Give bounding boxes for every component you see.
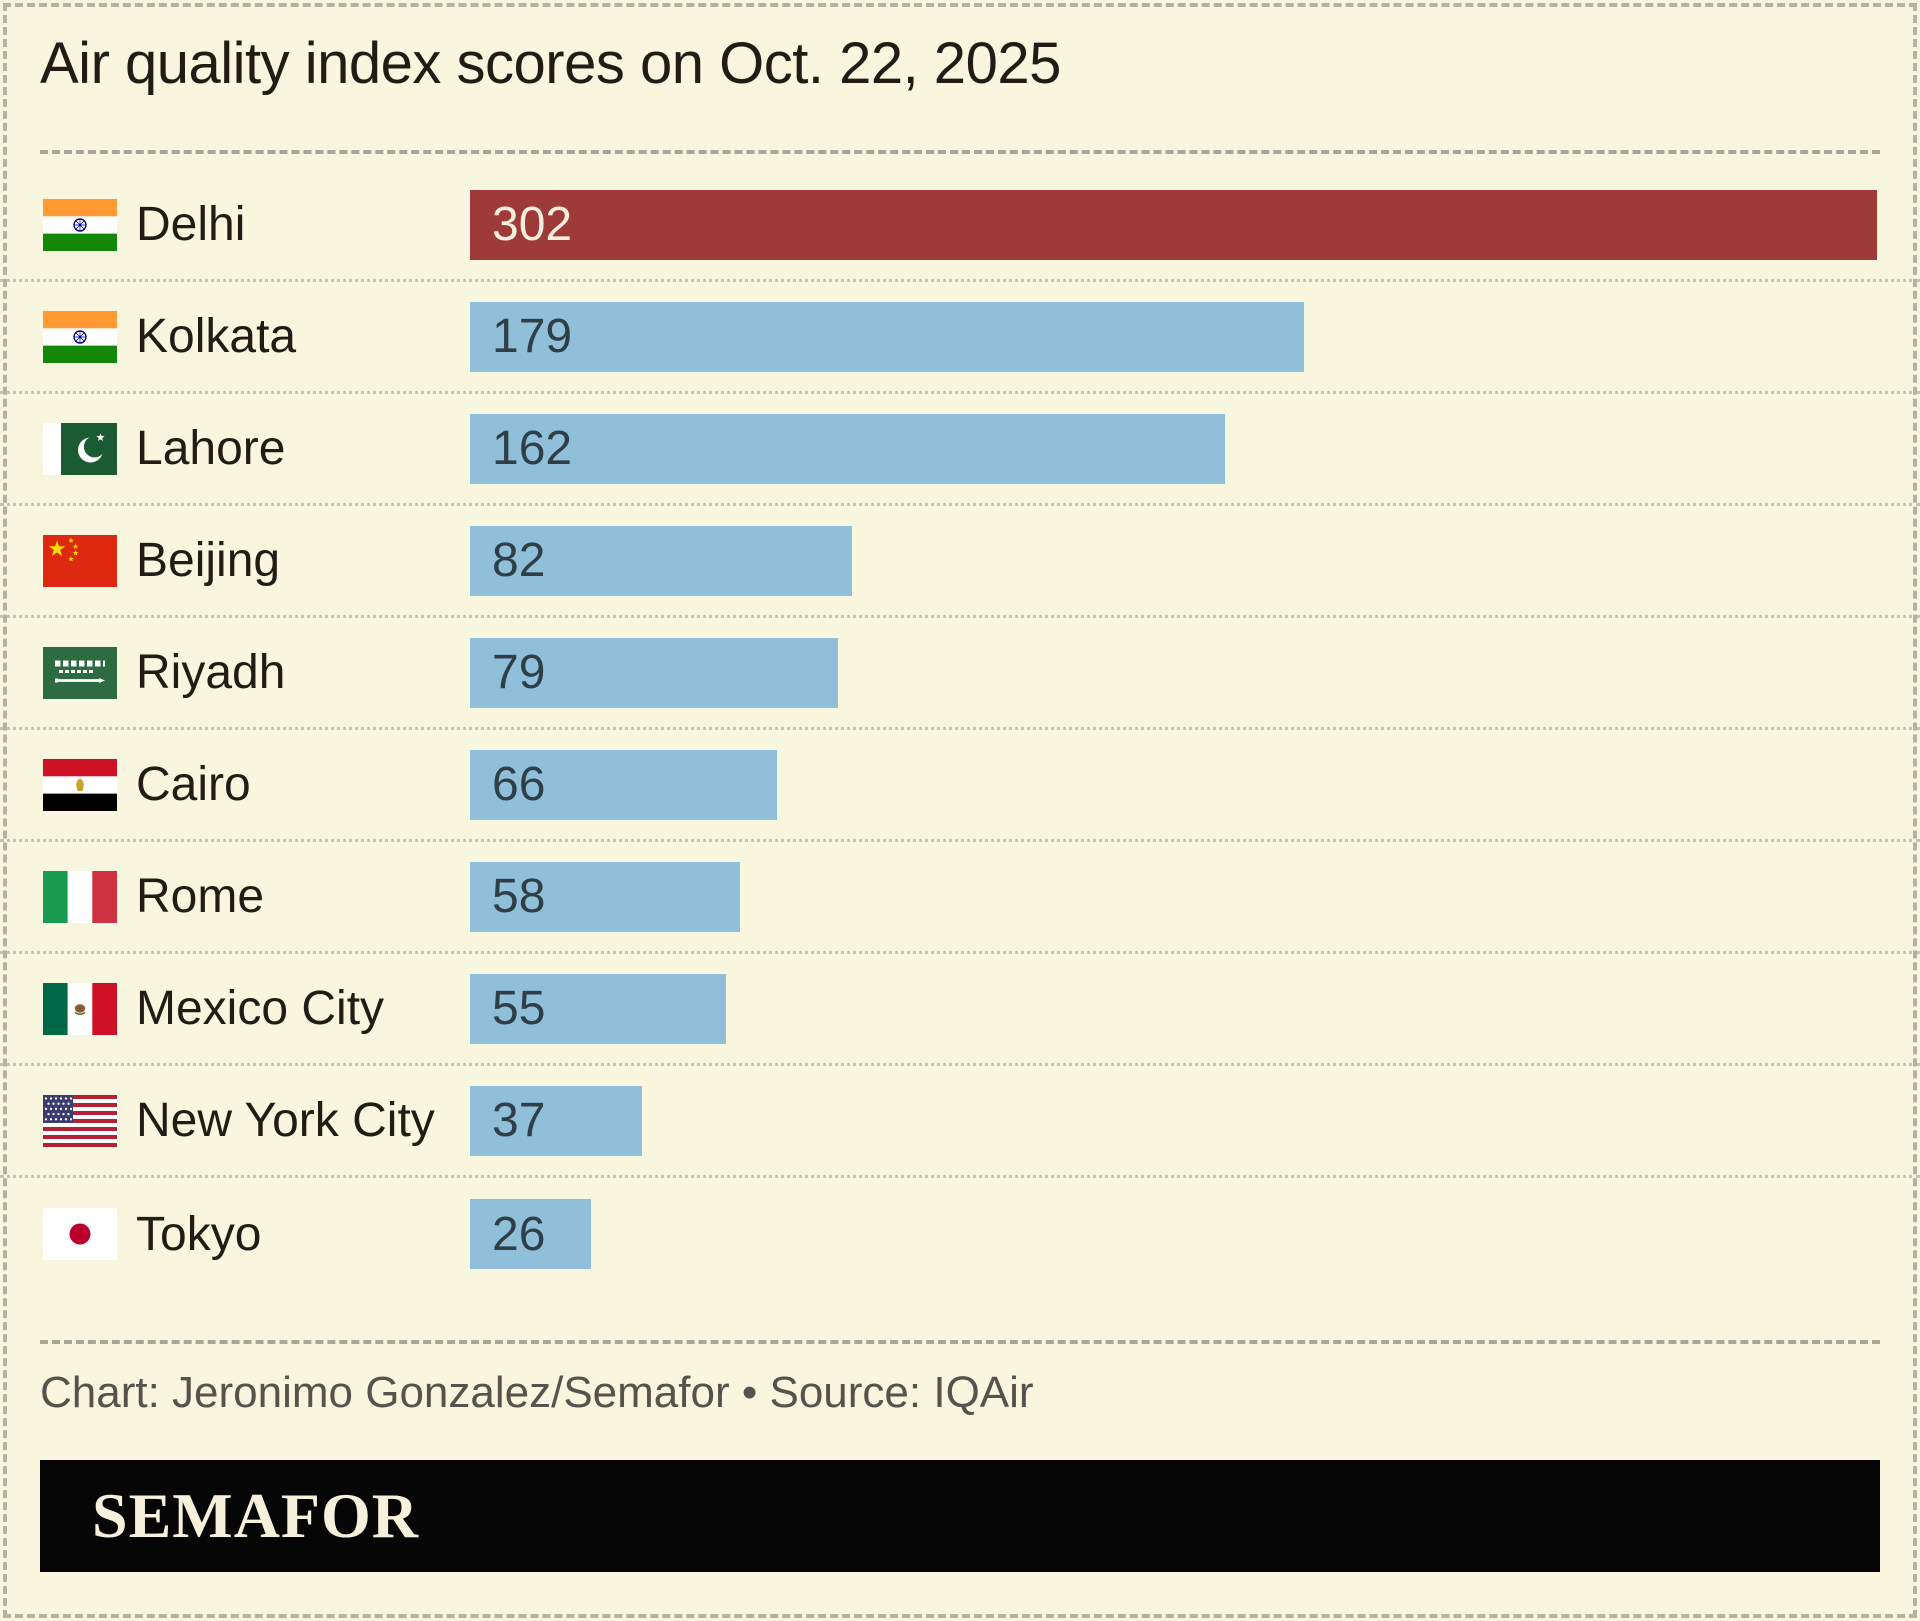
aqi-bar: 66 — [470, 749, 778, 820]
city-label: Riyadh — [136, 646, 286, 699]
city-label: Rome — [136, 870, 265, 923]
aqi-bar: 37 — [470, 1085, 643, 1156]
bar-track: 26 — [470, 1199, 1877, 1269]
chart-row: Tokyo 26 — [0, 1178, 1920, 1290]
bar-chart: Delhi 302 Kolkata 179 Lahore 162 Beijing 82 Riya… — [0, 170, 1920, 1290]
aqi-value: 82 — [492, 534, 546, 587]
city-label: Mexico City — [136, 982, 385, 1035]
flag-india-icon — [43, 198, 117, 251]
bar-track: 66 — [470, 749, 1877, 820]
city-label: Delhi — [136, 198, 246, 251]
bar-track: 162 — [470, 413, 1877, 484]
flag-italy-icon — [43, 870, 117, 923]
aqi-value: 162 — [492, 422, 573, 475]
city-label: Beijing — [136, 534, 281, 587]
aqi-bar: 82 — [470, 525, 852, 596]
bar-track: 37 — [470, 1085, 1877, 1156]
flag-pakistan-icon — [43, 422, 117, 475]
bar-track: 82 — [470, 525, 1877, 596]
city-label: New York City — [136, 1094, 435, 1147]
aqi-value: 66 — [492, 758, 546, 811]
bar-track: 179 — [470, 301, 1877, 372]
row-label: Mexico City — [43, 981, 470, 1036]
row-label: New York City — [43, 1093, 470, 1148]
aqi-bar: 79 — [470, 637, 839, 708]
flag-japan-icon — [43, 1208, 117, 1260]
aqi-value: 58 — [492, 870, 546, 923]
aqi-bar: 26 — [470, 1199, 592, 1269]
row-label: Cairo — [43, 757, 470, 812]
chart-row: Cairo 66 — [0, 730, 1920, 842]
aqi-bar: 58 — [470, 861, 741, 932]
chart-row: Mexico City 55 — [0, 954, 1920, 1066]
flag-india-icon — [43, 310, 117, 363]
aqi-value: 26 — [492, 1207, 546, 1261]
aqi-bar: 162 — [470, 413, 1225, 484]
row-label: Rome — [43, 869, 470, 924]
aqi-bar: 179 — [470, 301, 1304, 372]
chart-row: Riyadh 79 — [0, 618, 1920, 730]
city-label: Tokyo — [136, 1207, 262, 1261]
row-label: Tokyo — [43, 1207, 470, 1262]
aqi-value: 37 — [492, 1094, 546, 1147]
flag-mexico-icon — [43, 982, 117, 1035]
aqi-value: 179 — [492, 310, 573, 363]
city-label: Lahore — [136, 422, 286, 475]
chart-row: Beijing 82 — [0, 506, 1920, 618]
row-label: Riyadh — [43, 645, 470, 700]
aqi-value: 55 — [492, 982, 546, 1035]
flag-egypt-icon — [43, 758, 117, 811]
chart-row: Delhi 302 — [0, 170, 1920, 282]
flag-usa-icon — [43, 1094, 117, 1147]
semafor-banner: SEMAFOR — [40, 1460, 1880, 1572]
flag-saudi-arabia-icon — [43, 646, 117, 699]
chart-row: Rome 58 — [0, 842, 1920, 954]
city-label: Kolkata — [136, 310, 297, 363]
chart-row: New York City 37 — [0, 1066, 1920, 1178]
bar-track: 55 — [470, 973, 1877, 1044]
chart-credit: Chart: Jeronimo Gonzalez/Semafor • Sourc… — [40, 1368, 1034, 1417]
city-label: Cairo — [136, 758, 251, 811]
row-label: Lahore — [43, 421, 470, 476]
bar-track: 302 — [470, 189, 1877, 260]
bar-track: 58 — [470, 861, 1877, 932]
bar-track: 79 — [470, 637, 1877, 708]
semafor-logo: SEMAFOR — [92, 1480, 419, 1551]
row-label: Beijing — [43, 533, 470, 588]
flag-china-icon — [43, 534, 117, 587]
footer-separator — [40, 1340, 1880, 1344]
aqi-value: 79 — [492, 646, 546, 699]
chart-title: Air quality index scores on Oct. 22, 202… — [40, 31, 1061, 96]
chart-row: Lahore 162 — [0, 394, 1920, 506]
aqi-bar: 302 — [470, 189, 1877, 260]
row-label: Delhi — [43, 197, 470, 252]
aqi-value: 302 — [492, 198, 573, 251]
chart-row: Kolkata 179 — [0, 282, 1920, 394]
aqi-bar: 55 — [470, 973, 727, 1044]
row-label: Kolkata — [43, 309, 470, 364]
title-separator — [40, 150, 1880, 154]
